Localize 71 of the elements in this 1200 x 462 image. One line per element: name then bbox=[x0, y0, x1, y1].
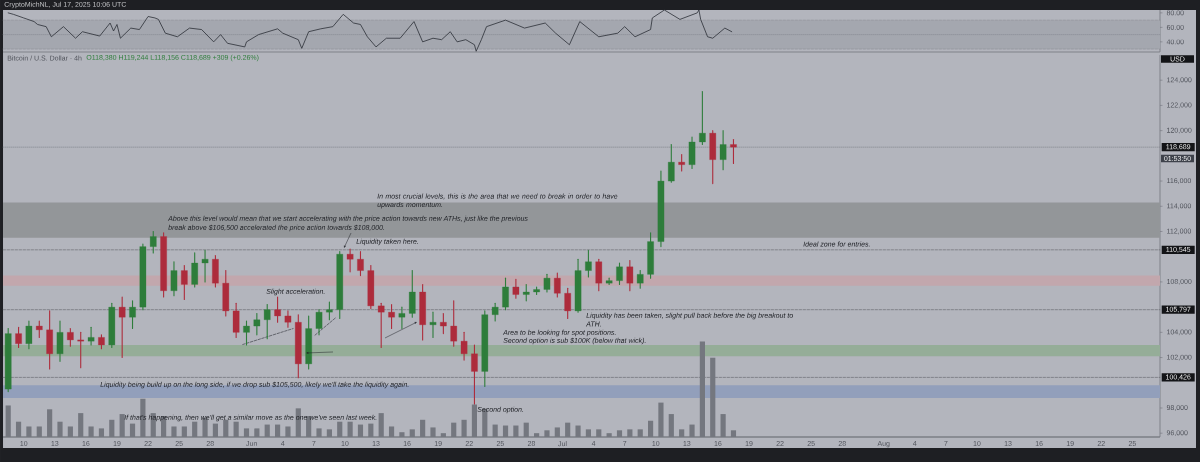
candlestick bbox=[419, 283, 426, 341]
candlestick bbox=[491, 302, 499, 322]
candlestick bbox=[688, 136, 696, 169]
candlestick bbox=[357, 251, 364, 277]
candlestick bbox=[481, 310, 489, 388]
candlestick bbox=[25, 320, 33, 350]
candlestick bbox=[429, 311, 437, 338]
candlestick bbox=[709, 130, 716, 185]
candlestick bbox=[440, 312, 447, 335]
candlestick bbox=[502, 277, 509, 311]
line-series bbox=[7, 9, 733, 52]
candlestick bbox=[118, 296, 126, 359]
candlestick bbox=[170, 261, 178, 297]
candlestick bbox=[160, 232, 167, 298]
candlestick bbox=[139, 243, 147, 311]
candlestick bbox=[616, 262, 623, 285]
candlestick bbox=[657, 170, 665, 248]
candlestick bbox=[108, 302, 116, 349]
candlestick bbox=[595, 258, 603, 292]
candlestick bbox=[471, 344, 478, 405]
candlestick bbox=[668, 143, 675, 183]
candlestick bbox=[98, 334, 105, 350]
candlestick bbox=[377, 302, 385, 349]
candlestick bbox=[605, 277, 613, 285]
candlestick bbox=[626, 259, 634, 292]
candlestick bbox=[263, 304, 271, 340]
candlestick bbox=[388, 304, 395, 330]
candlestick bbox=[243, 320, 250, 346]
candlestick bbox=[564, 287, 571, 320]
candlestick bbox=[326, 301, 333, 321]
candlestick bbox=[533, 286, 540, 296]
candlestick bbox=[4, 328, 12, 393]
candlestick bbox=[232, 302, 240, 338]
candlestick bbox=[181, 264, 188, 301]
candlestick bbox=[87, 326, 95, 346]
candlestick bbox=[346, 248, 354, 273]
candlestick bbox=[67, 328, 74, 347]
candlestick bbox=[336, 251, 344, 320]
candlestick bbox=[149, 230, 157, 254]
candlestick bbox=[512, 278, 520, 299]
candlestick bbox=[315, 309, 323, 336]
candlestick bbox=[295, 314, 302, 379]
candlestick bbox=[274, 296, 281, 323]
candlestick bbox=[15, 326, 22, 349]
candlestick bbox=[212, 254, 219, 288]
candlestick bbox=[543, 273, 551, 293]
candlestick bbox=[56, 320, 64, 362]
candlestick bbox=[253, 312, 261, 336]
candlestick bbox=[46, 310, 53, 370]
candlestick bbox=[522, 283, 530, 302]
candlestick bbox=[719, 130, 727, 171]
candlestick bbox=[201, 249, 209, 283]
candlestick bbox=[460, 331, 468, 361]
candlestick bbox=[678, 154, 685, 172]
candlestick bbox=[585, 249, 592, 278]
candlestick bbox=[367, 264, 375, 309]
candlestick bbox=[730, 138, 737, 164]
candlestick bbox=[647, 232, 654, 279]
candlestick bbox=[554, 272, 561, 298]
candlestick bbox=[284, 310, 292, 328]
candlestick bbox=[129, 300, 136, 330]
candlestick bbox=[222, 270, 230, 317]
candlestick bbox=[398, 306, 406, 330]
candlestick bbox=[636, 270, 644, 289]
candlestick bbox=[450, 300, 457, 347]
candlestick bbox=[699, 91, 706, 146]
candlestick bbox=[36, 320, 43, 338]
candlestick bbox=[77, 331, 84, 369]
candlestick bbox=[574, 258, 582, 313]
candlestick bbox=[191, 252, 198, 288]
candlestick bbox=[409, 270, 416, 318]
